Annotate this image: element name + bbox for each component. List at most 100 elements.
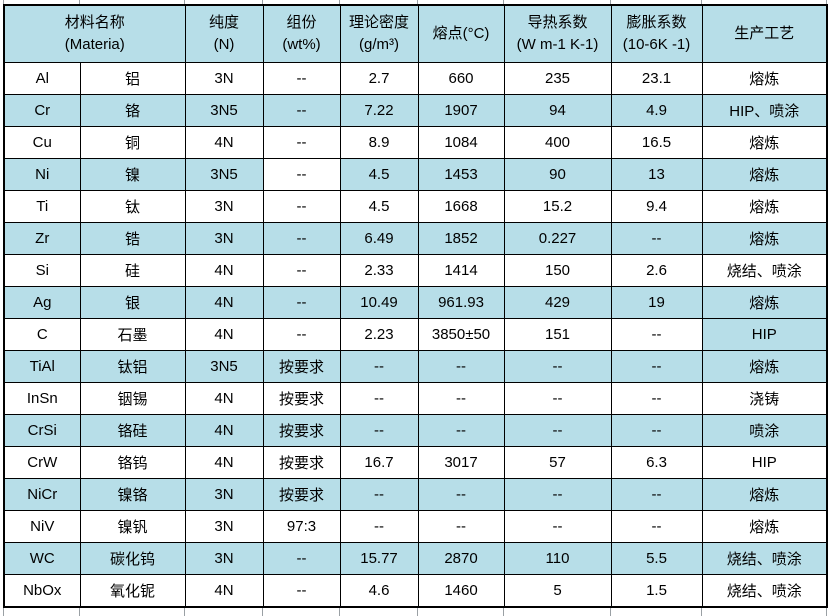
materials-table: 材料名称 (Materia) 纯度 (N) 组份 (wt%) 理论密度 (g/m³) 熔点(°C… (3, 4, 829, 608)
cell-CrSi-composition: 按要求 (262, 414, 341, 447)
grid-stub (339, 608, 340, 616)
cell-Al-expansion_coefficient: 23.1 (610, 62, 703, 95)
cell-TiAl-thermal_conductivity: -- (503, 350, 612, 383)
cell-WC-symbol: WC (3, 542, 81, 575)
cell-NbOx-density: 4.6 (339, 574, 419, 608)
cell-Ag-density: 10.49 (339, 286, 419, 319)
cell-Ti-thermal_conductivity: 15.2 (503, 190, 612, 223)
cell-CrSi-melting_point: -- (417, 414, 505, 447)
table-row-InSn: InSn 铟锡 4N 按要求 -- -- -- -- 浇铸 (3, 382, 828, 415)
cell-NbOx-thermal_conductivity: 5 (503, 574, 612, 608)
cell-Ti-name_cn: 钛 (79, 190, 186, 223)
cell-Ni-name_cn: 镍 (79, 158, 186, 191)
cell-Cr-density: 7.22 (339, 94, 419, 127)
grid-stub (701, 608, 702, 616)
cell-Ti-composition: -- (262, 190, 341, 223)
cell-Ag-process: 熔炼 (701, 286, 828, 319)
cell-Ag-symbol: Ag (3, 286, 81, 319)
cell-NiV-symbol: NiV (3, 510, 81, 543)
cell-Ti-expansion_coefficient: 9.4 (610, 190, 703, 223)
header-line2: (wt%) (282, 36, 321, 53)
cell-WC-density: 15.77 (339, 542, 419, 575)
table-row-Cr: Cr 铬 3N5 -- 7.22 1907 94 4.9 HIP、喷涂 (3, 94, 828, 127)
table-row-WC: WC 碳化钨 3N -- 15.77 2870 110 5.5 烧结、喷涂 (3, 542, 828, 575)
cell-NiCr-composition: 按要求 (262, 478, 341, 511)
table-header: 材料名称 (Materia) 纯度 (N) 组份 (wt%) 理论密度 (g/m³) 熔点(°C… (3, 4, 828, 63)
cell-Zr-thermal_conductivity: 0.227 (503, 222, 612, 255)
cell-Ti-density: 4.5 (339, 190, 419, 223)
cell-Si-purity: 4N (184, 254, 264, 287)
cell-NbOx-expansion_coefficient: 1.5 (610, 574, 703, 608)
cell-NbOx-purity: 4N (184, 574, 264, 608)
cell-CrW-melting_point: 3017 (417, 446, 505, 479)
cell-NiCr-thermal_conductivity: -- (503, 478, 612, 511)
cell-Ti-symbol: Ti (3, 190, 81, 223)
cell-InSn-expansion_coefficient: -- (610, 382, 703, 415)
cell-TiAl-purity: 3N5 (184, 350, 264, 383)
cell-CrW-expansion_coefficient: 6.3 (610, 446, 703, 479)
cell-Cr-name_cn: 铬 (79, 94, 186, 127)
cell-NiCr-expansion_coefficient: -- (610, 478, 703, 511)
header-line1: 组份 (286, 14, 317, 32)
cell-Cu-melting_point: 1084 (417, 126, 505, 159)
cell-NiCr-symbol: NiCr (3, 478, 81, 511)
cell-Cr-melting_point: 1907 (417, 94, 505, 127)
cell-Si-composition: -- (262, 254, 341, 287)
cell-Ni-purity: 3N5 (184, 158, 264, 191)
grid-stub (826, 0, 827, 4)
header-line2: (10-6K -1) (622, 36, 691, 53)
cell-Al-symbol: Al (3, 62, 81, 95)
header-line2: (N) (213, 36, 235, 53)
cell-Si-expansion_coefficient: 2.6 (610, 254, 703, 287)
table-row-NbOx: NbOx 氧化铌 4N -- 4.6 1460 5 1.5 烧结、喷涂 (3, 574, 828, 608)
cell-NiV-name_cn: 镍钒 (79, 510, 186, 543)
table-row-NiV: NiV 镍钒 3N 97:3 -- -- -- -- 熔炼 (3, 510, 828, 543)
cell-NiV-composition: 97:3 (262, 510, 341, 543)
cell-NiV-purity: 3N (184, 510, 264, 543)
header-cell-expansion_coefficient: 膨胀系数 (10-6K -1) (610, 4, 703, 63)
grid-stub (417, 608, 418, 616)
cell-InSn-composition: 按要求 (262, 382, 341, 415)
table-row-Ti: Ti 钛 3N -- 4.5 1668 15.2 9.4 熔炼 (3, 190, 828, 223)
header-cell-thermal_conductivity: 导热系数 (W m-1 K-1) (503, 4, 612, 63)
cell-Zr-name_cn: 锆 (79, 222, 186, 255)
cell-NiV-melting_point: -- (417, 510, 505, 543)
cell-WC-process: 烧结、喷涂 (701, 542, 828, 575)
table-row-C: C 石墨 4N -- 2.23 3850±50 151 -- HIP (3, 318, 828, 351)
cell-Cu-composition: -- (262, 126, 341, 159)
header-cell-purity: 纯度 (N) (184, 4, 264, 63)
cell-CrSi-name_cn: 铬硅 (79, 414, 186, 447)
cell-Ag-thermal_conductivity: 429 (503, 286, 612, 319)
grid-stub (3, 0, 4, 4)
cell-Si-thermal_conductivity: 150 (503, 254, 612, 287)
cell-Ni-expansion_coefficient: 13 (610, 158, 703, 191)
cell-C-name_cn: 石墨 (79, 318, 186, 351)
cell-C-symbol: C (3, 318, 81, 351)
table-row-Al: Al 铝 3N -- 2.7 660 235 23.1 熔炼 (3, 62, 828, 95)
header-line1: 理论密度 (349, 14, 410, 32)
cell-Si-melting_point: 1414 (417, 254, 505, 287)
cell-Zr-density: 6.49 (339, 222, 419, 255)
cell-Zr-symbol: Zr (3, 222, 81, 255)
header-cell-melting_point: 熔点(°C) (417, 4, 505, 63)
header-cell-process: 生产工艺 (701, 4, 828, 63)
cell-Ni-density: 4.5 (339, 158, 419, 191)
cell-CrSi-process: 喷涂 (701, 414, 828, 447)
cell-Si-process: 烧结、喷涂 (701, 254, 828, 287)
cell-Ti-melting_point: 1668 (417, 190, 505, 223)
cell-Cr-composition: -- (262, 94, 341, 127)
cell-TiAl-name_cn: 钛铝 (79, 350, 186, 383)
header-line1: 膨胀系数 (626, 14, 687, 32)
cell-C-density: 2.23 (339, 318, 419, 351)
cell-Zr-expansion_coefficient: -- (610, 222, 703, 255)
cell-WC-expansion_coefficient: 5.5 (610, 542, 703, 575)
grid-stub (826, 608, 827, 616)
cell-NiCr-melting_point: -- (417, 478, 505, 511)
cell-Ag-expansion_coefficient: 19 (610, 286, 703, 319)
cell-CrSi-expansion_coefficient: -- (610, 414, 703, 447)
cell-NiV-expansion_coefficient: -- (610, 510, 703, 543)
cell-NiCr-density: -- (339, 478, 419, 511)
cell-CrW-purity: 4N (184, 446, 264, 479)
cell-Cu-name_cn: 铜 (79, 126, 186, 159)
